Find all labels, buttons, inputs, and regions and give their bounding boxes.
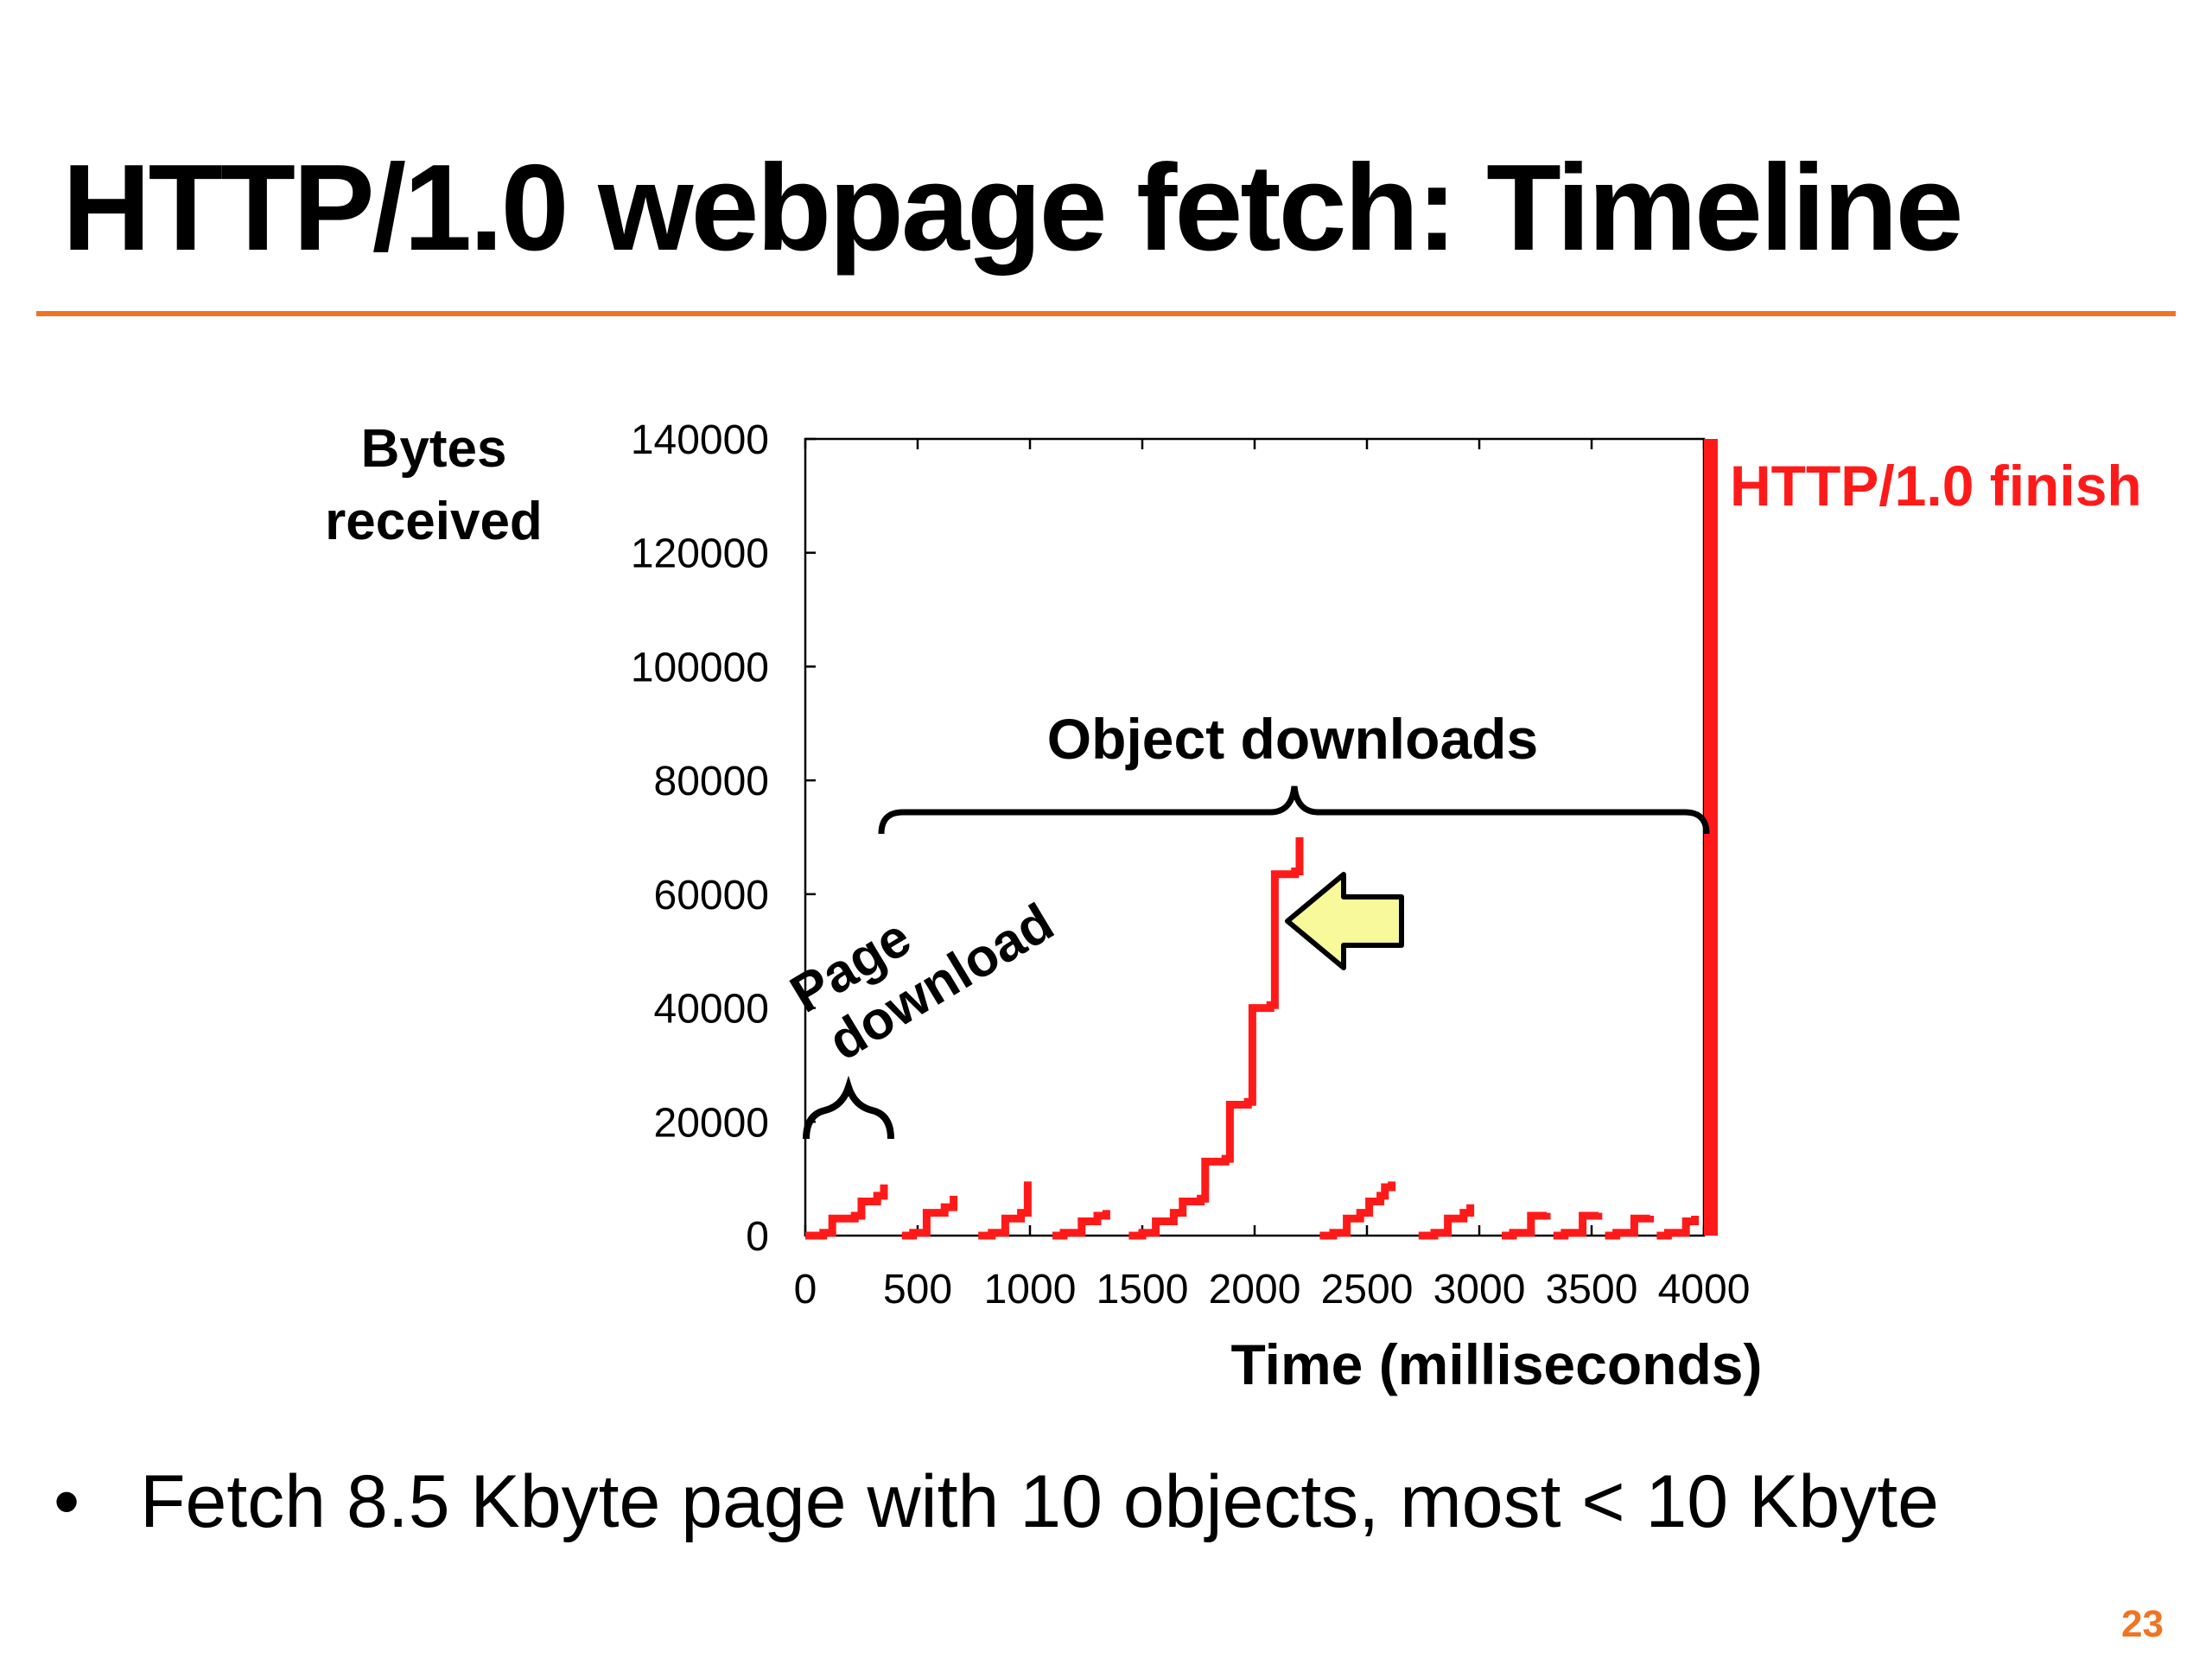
page-number: 23 (2121, 1603, 2164, 1645)
bullet-text: Fetch 8.5 Kbyte page with 10 objects, mo… (140, 1460, 1939, 1543)
page-download-brace (803, 1075, 894, 1140)
series-line-0 (978, 1181, 1032, 1240)
data-series (805, 837, 1700, 1240)
series-line-0 (1052, 1210, 1110, 1240)
tick-labels: 0 20000 40000 60000 80000 100000 120000 140000 0… (631, 417, 1751, 1313)
title-divider (36, 311, 2176, 316)
left-arrow-icon (1285, 872, 1404, 970)
x-tick-label: 1500 (1096, 1267, 1189, 1313)
series-line-0 (1128, 837, 1304, 1240)
series-line-4 (1553, 1211, 1603, 1240)
x-tick-label: 3500 (1546, 1267, 1638, 1313)
bullet-icon: • (54, 1460, 80, 1543)
y-tick-label: 60000 (654, 873, 769, 918)
bullet-item: • Fetch 8.5 Kbyte page with 10 objects, m… (54, 1465, 1939, 1539)
x-tick-label: 4000 (1658, 1267, 1751, 1313)
series-line-5 (1605, 1214, 1655, 1240)
x-tick-label: 2500 (1321, 1267, 1414, 1313)
object-downloads-label: Object downloads (1047, 707, 1538, 771)
axis-ticks (804, 437, 1706, 1237)
slide-title: HTTP/1.0 webpage fetch: Timeline (62, 139, 1964, 276)
series-line-3 (1502, 1211, 1551, 1240)
plot-frame (804, 437, 1706, 1237)
y-tick-label: 0 (746, 1214, 769, 1260)
y-tick-label: 80000 (654, 759, 769, 804)
x-axis-label: Time (milliseconds) (1231, 1332, 1763, 1396)
series-line-2 (1418, 1204, 1475, 1240)
y-tick-label: 40000 (654, 987, 769, 1033)
y-axis-label: Bytes received (325, 419, 543, 551)
x-tick-label: 3000 (1433, 1267, 1526, 1313)
series-line-6 (1656, 1215, 1700, 1240)
series-line-0 (805, 1184, 888, 1240)
x-tick-label: 2000 (1209, 1267, 1301, 1313)
x-tick-label: 500 (883, 1267, 952, 1313)
series-line-1 (1319, 1181, 1396, 1240)
finish-label: HTTP/1.0 finish (1730, 454, 2142, 518)
plot-area-border (804, 437, 1706, 1237)
x-tick-label: 1000 (984, 1267, 1077, 1313)
object-downloads-brace (878, 785, 1710, 835)
y-tick-label: 20000 (654, 1100, 769, 1146)
y-tick-label: 100000 (631, 645, 769, 690)
x-tick-label: 0 (794, 1267, 817, 1313)
y-tick-label: 140000 (631, 417, 769, 463)
series-line-0 (901, 1195, 958, 1240)
y-tick-label: 120000 (631, 531, 769, 577)
